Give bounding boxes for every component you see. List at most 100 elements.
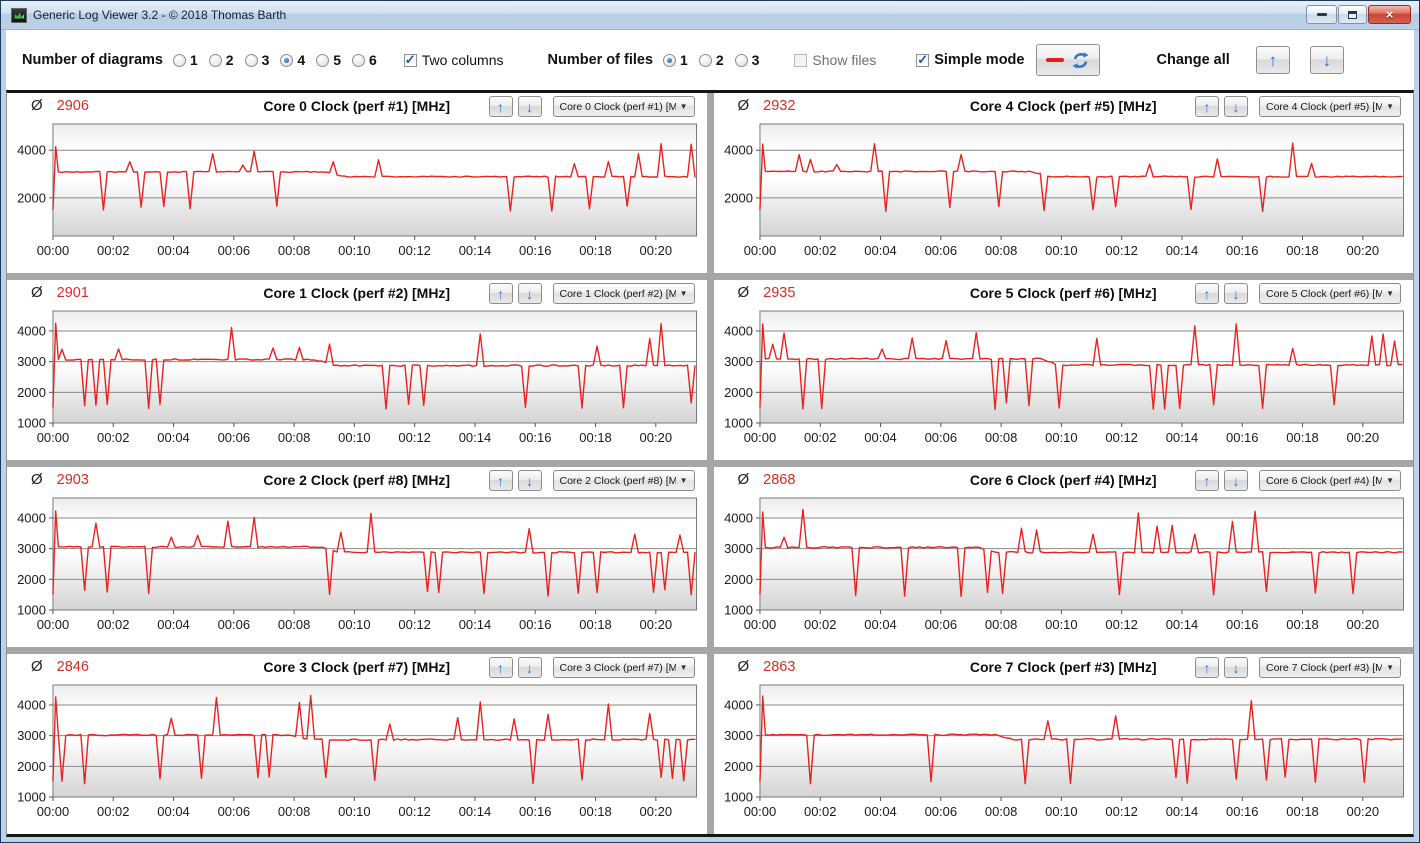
average-value: 2863 (763, 658, 796, 675)
chevron-down-icon: ▼ (1386, 102, 1394, 111)
move-up-button[interactable]: ↑ (488, 96, 513, 117)
svg-text:00:08: 00:08 (278, 243, 310, 258)
diagram-count-2[interactable]: 2 (208, 52, 234, 68)
move-up-button[interactable]: ↑ (488, 283, 513, 304)
chevron-down-icon: ▼ (679, 289, 688, 298)
move-down-button[interactable]: ↓ (517, 96, 542, 117)
line-chart: 1000 2000 3000 4000 00:00 00:02 00:04 00:06 00:0… (714, 307, 1414, 460)
average-symbol: Ø (31, 658, 43, 675)
diagram-count-5[interactable]: 5 (316, 52, 341, 68)
simple-mode-checkbox[interactable]: Simple mode (916, 52, 1024, 68)
svg-text:00:16: 00:16 (1226, 430, 1258, 445)
two-columns-checkbox[interactable]: Two columns (403, 52, 503, 68)
up-arrow-icon: ↑ (497, 659, 504, 676)
up-arrow-icon: ↑ (497, 472, 504, 489)
svg-text:00:18: 00:18 (579, 430, 611, 445)
chart-title: Core 2 Clock (perf #8) [MHz] (263, 472, 451, 488)
svg-text:00:18: 00:18 (1286, 617, 1318, 632)
move-up-button[interactable]: ↑ (1195, 283, 1219, 304)
chart-panel: Ø 2935 Core 5 Clock (perf #6) [MHz] ↑ ↓ … (713, 280, 1414, 460)
move-up-button[interactable]: ↑ (1195, 96, 1219, 117)
panel-header: Ø 2903 Core 2 Clock (perf #8) [MHz] ↑ ↓ … (7, 467, 707, 494)
svg-text:00:10: 00:10 (338, 430, 370, 445)
change-all-up-button[interactable]: ↑ (1255, 46, 1290, 74)
svg-text:00:18: 00:18 (1286, 430, 1318, 445)
line-refresh-button[interactable] (1036, 44, 1101, 76)
signal-select-dropdown[interactable]: Core 6 Clock (perf #4) [MH ▼ (1259, 470, 1401, 491)
diagram-count-3[interactable]: 3 (244, 52, 269, 68)
move-up-button[interactable]: ↑ (488, 657, 513, 678)
svg-text:00:02: 00:02 (804, 804, 836, 819)
signal-select-dropdown[interactable]: Core 3 Clock (perf #7) [MH ▼ (552, 657, 695, 678)
svg-text:00:10: 00:10 (338, 617, 370, 632)
file-count-1[interactable]: 1 (663, 52, 688, 68)
minimize-button[interactable] (1306, 5, 1337, 24)
chart-panel: Ø 2868 Core 6 Clock (perf #4) [MHz] ↑ ↓ … (713, 467, 1414, 647)
title-bar[interactable]: Generic Log Viewer 3.2 - © 2018 Thomas B… (1, 1, 1419, 30)
signal-select-value: Core 2 Clock (perf #8) [MH (559, 474, 676, 487)
file-count-radios: 1 2 3 (663, 52, 770, 68)
diagram-count-6[interactable]: 6 (351, 52, 377, 68)
diagram-count-1[interactable]: 1 (173, 52, 198, 68)
panel-header: Ø 2935 Core 5 Clock (perf #6) [MHz] ↑ ↓ … (714, 280, 1414, 307)
checkbox-icon (403, 52, 417, 68)
svg-text:2000: 2000 (724, 759, 753, 774)
svg-text:4000: 4000 (17, 697, 46, 712)
change-all-label: Change all (1156, 52, 1230, 68)
move-up-button[interactable]: ↑ (488, 470, 513, 491)
move-up-button[interactable]: ↑ (1195, 470, 1219, 491)
svg-text:00:16: 00:16 (1226, 804, 1258, 819)
refresh-icon (1072, 51, 1090, 69)
move-down-button[interactable]: ↓ (517, 657, 542, 678)
move-down-button[interactable]: ↓ (1224, 470, 1248, 491)
svg-text:3000: 3000 (724, 354, 753, 369)
move-down-button[interactable]: ↓ (1224, 283, 1248, 304)
move-down-button[interactable]: ↓ (1224, 657, 1248, 678)
svg-text:1000: 1000 (724, 602, 753, 617)
svg-text:00:08: 00:08 (278, 804, 310, 819)
svg-text:00:06: 00:06 (924, 617, 956, 632)
radio-icon (663, 53, 677, 67)
svg-text:2000: 2000 (17, 190, 46, 205)
line-chart: 2000 4000 00:00 00:02 00:04 00:06 00:08 00:10 00… (714, 120, 1414, 273)
file-count-3[interactable]: 3 (734, 52, 759, 68)
average-symbol: Ø (31, 284, 43, 301)
signal-select-dropdown[interactable]: Core 2 Clock (perf #8) [MH ▼ (552, 470, 695, 491)
show-files-checkbox[interactable]: Show files (794, 52, 876, 68)
signal-select-dropdown[interactable]: Core 7 Clock (perf #3) [MH ▼ (1259, 657, 1401, 678)
svg-text:4000: 4000 (724, 323, 753, 338)
change-all-down-button[interactable]: ↓ (1309, 46, 1344, 74)
svg-text:4000: 4000 (724, 143, 753, 158)
svg-text:4000: 4000 (17, 510, 46, 525)
svg-text:2000: 2000 (724, 572, 753, 587)
move-down-button[interactable]: ↓ (1224, 96, 1248, 117)
diagram-count-4[interactable]: 4 (280, 52, 305, 68)
panel-header: Ø 2868 Core 6 Clock (perf #4) [MHz] ↑ ↓ … (714, 467, 1414, 494)
svg-text:00:02: 00:02 (97, 243, 129, 258)
file-count-2[interactable]: 2 (698, 52, 724, 68)
svg-text:00:00: 00:00 (743, 804, 775, 819)
up-arrow-icon: ↑ (497, 98, 504, 115)
move-down-button[interactable]: ↓ (517, 283, 542, 304)
svg-text:3000: 3000 (724, 728, 753, 743)
svg-text:00:20: 00:20 (1346, 243, 1378, 258)
down-arrow-icon: ↓ (1232, 98, 1240, 115)
move-up-button[interactable]: ↑ (1195, 657, 1219, 678)
svg-text:00:08: 00:08 (984, 243, 1016, 258)
radio-icon (734, 53, 748, 67)
close-button[interactable]: × (1368, 5, 1411, 24)
radio-icon (244, 53, 258, 67)
move-down-button[interactable]: ↓ (517, 470, 542, 491)
signal-select-dropdown[interactable]: Core 5 Clock (perf #6) [MH ▼ (1259, 283, 1401, 304)
signal-select-dropdown[interactable]: Core 1 Clock (perf #2) [MH ▼ (552, 283, 695, 304)
average-symbol: Ø (737, 471, 750, 488)
svg-text:00:08: 00:08 (984, 804, 1016, 819)
svg-text:00:20: 00:20 (640, 804, 672, 819)
chevron-down-icon: ▼ (1386, 476, 1394, 485)
radio-label: 1 (190, 52, 198, 68)
restore-button[interactable] (1338, 5, 1367, 24)
svg-text:4000: 4000 (17, 143, 46, 158)
signal-select-dropdown[interactable]: Core 4 Clock (perf #5) [MH ▼ (1259, 96, 1401, 117)
svg-text:00:04: 00:04 (864, 804, 896, 819)
signal-select-dropdown[interactable]: Core 0 Clock (perf #1) [MH ▼ (552, 96, 695, 117)
